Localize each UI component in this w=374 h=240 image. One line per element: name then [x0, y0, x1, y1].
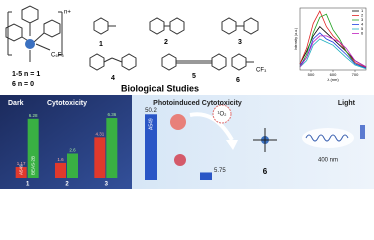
- cell-icon: [174, 154, 186, 166]
- ligand-number: 3: [238, 39, 242, 46]
- complex-label: 1-5 n = 1: [12, 71, 40, 78]
- ligand-number: 2: [164, 39, 168, 46]
- value-label: 6.36: [107, 112, 116, 117]
- series-label: BEAS-2B: [30, 156, 35, 175]
- complex-number: 6: [263, 167, 268, 176]
- bar: [200, 172, 212, 180]
- x-axis-label: λ (nm): [327, 77, 339, 82]
- legend-label: 4: [361, 22, 364, 27]
- y-axis-label: Intensity (a.u.): [294, 28, 298, 50]
- spectrum-line: [299, 13, 367, 69]
- value-label: 5.75: [214, 168, 226, 174]
- chart-title: Cytotoxicity: [47, 100, 87, 107]
- x-tick-label: 2: [65, 182, 69, 188]
- panel-label: Light: [338, 100, 356, 107]
- light-wave: [305, 134, 349, 142]
- bar: [106, 118, 118, 178]
- complex-6-structure: [253, 128, 277, 152]
- oxygen-burst: [212, 104, 232, 124]
- graphical-abstract: n+ C₆F₅ 1-5 n = 1 6 n = 0 1 2 3 4 5 6 CF…: [0, 5, 374, 189]
- value-label: 2.6: [69, 148, 76, 153]
- series-label: A549: [18, 164, 23, 175]
- bar: [55, 162, 66, 178]
- bar: [67, 153, 78, 178]
- ligand-number: 4: [111, 75, 115, 82]
- metal-center: [25, 39, 35, 49]
- x-tick-label: 700: [352, 72, 359, 77]
- legend-label: 5: [361, 26, 364, 31]
- value-label: 1.6: [57, 157, 64, 162]
- legend-label: 2: [361, 13, 364, 18]
- x-tick-label: 3: [105, 182, 109, 188]
- x-tick-label: 500: [308, 72, 315, 77]
- charge: n+: [64, 10, 71, 16]
- legend-label: 3: [361, 17, 364, 22]
- ligand-structures: [89, 17, 259, 71]
- group-label: CF₃: [256, 68, 267, 74]
- group-label: C₆F₅: [51, 53, 64, 59]
- category-label: A549: [148, 118, 154, 130]
- value-label: 4.31: [95, 132, 104, 137]
- legend-label: 6: [361, 31, 364, 36]
- x-tick-label: 1: [26, 182, 30, 188]
- arrow-head: [226, 140, 238, 150]
- oxygen-label: ¹O₂: [218, 112, 228, 118]
- chart-title: Photoinduced Cytotoxicity: [153, 100, 242, 107]
- arrow: [189, 112, 234, 142]
- lamp: [360, 125, 365, 139]
- bar: [27, 118, 39, 178]
- cell-icon: [170, 114, 186, 130]
- ligand-number: 6: [236, 77, 240, 84]
- wavelength-label: 400 nm: [318, 158, 338, 164]
- value-label: 1.17: [17, 161, 26, 166]
- bar: [94, 137, 106, 178]
- legend-label: 1: [361, 8, 364, 13]
- spectrum-line: [299, 32, 367, 69]
- section-title: Biological Studies: [121, 83, 199, 93]
- value-label: 6.28: [29, 113, 38, 118]
- ligand-number: 5: [192, 73, 196, 80]
- light-glow: [302, 128, 354, 148]
- bar: [145, 114, 157, 180]
- spectrum-line: [299, 38, 367, 70]
- panel-label: Dark: [8, 100, 24, 107]
- x-tick-label: 600: [330, 72, 337, 77]
- value-label: 50.2: [145, 108, 157, 114]
- bar: [15, 166, 27, 178]
- spectrum-line: [299, 35, 367, 68]
- ligand-number: 1: [99, 41, 103, 48]
- complex-label: 6 n = 0: [12, 81, 34, 88]
